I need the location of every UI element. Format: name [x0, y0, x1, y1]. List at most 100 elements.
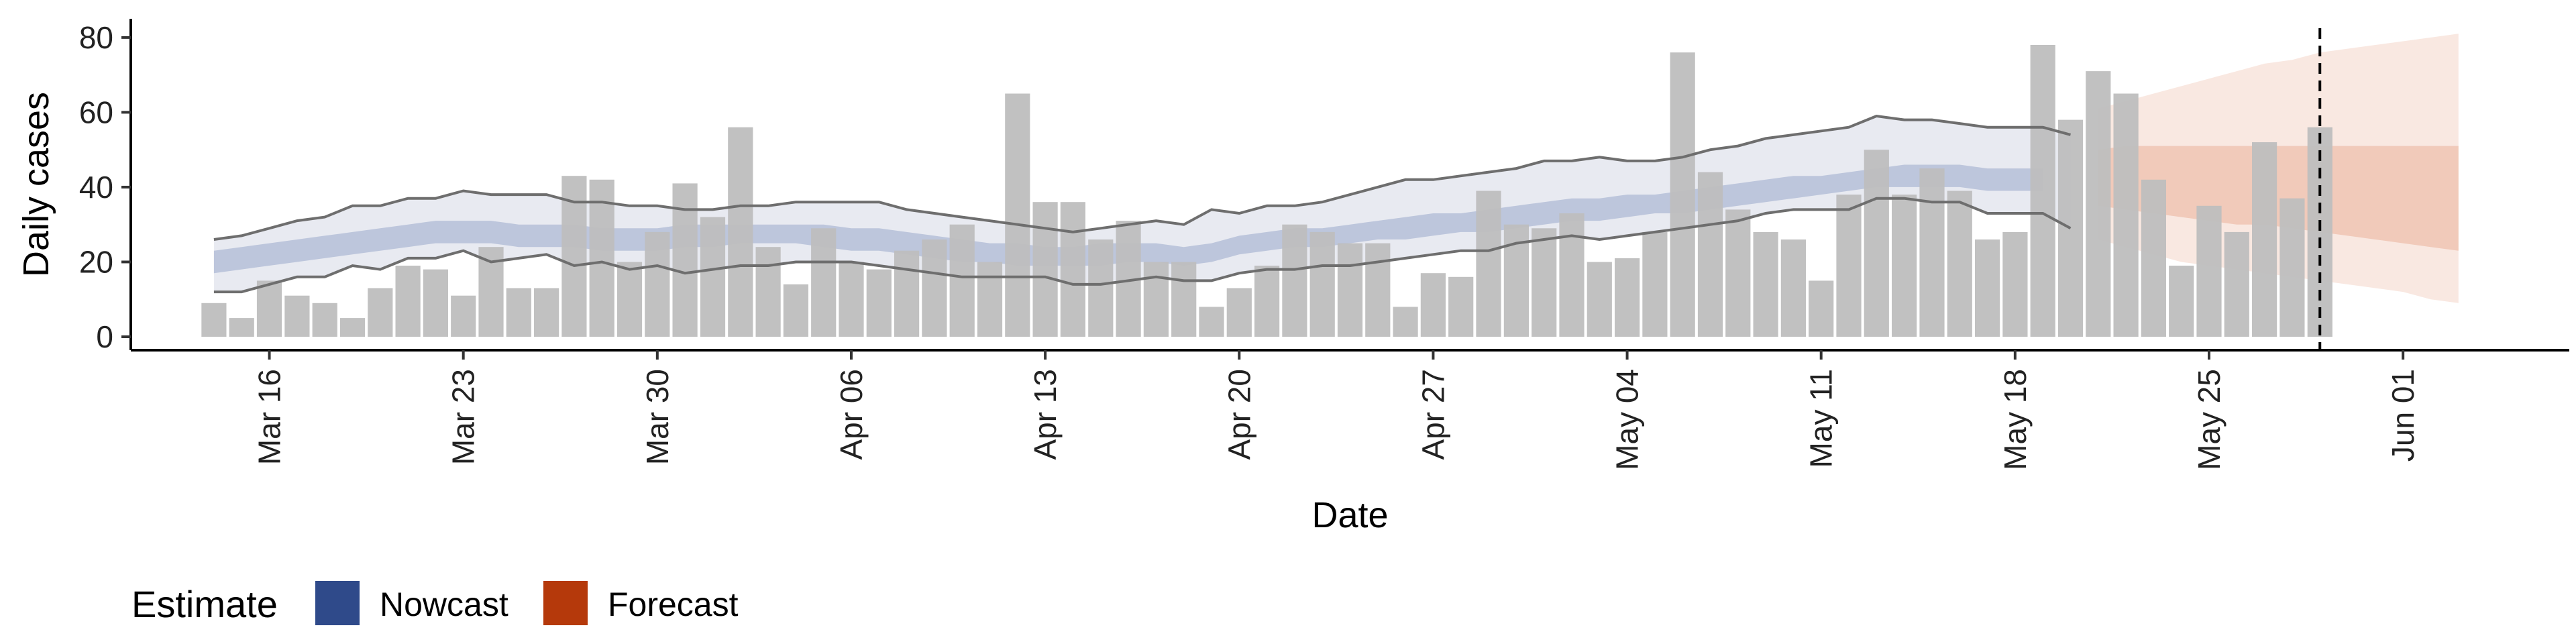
x-tick-label: Apr 27 — [1415, 369, 1450, 460]
case-bar — [1532, 228, 1557, 337]
x-tick-label: Apr 20 — [1222, 369, 1256, 460]
x-tick-label: May 25 — [2192, 369, 2226, 470]
case-bar — [1753, 231, 1778, 337]
case-bar — [783, 284, 808, 337]
axes: 0 20 40 60 80 Mar 16 Mar 23 Mar 30 Apr 06 Apr 13 A… — [79, 19, 2569, 470]
case-bar — [1780, 239, 1806, 337]
case-bar — [2196, 205, 2222, 337]
case-bar — [1836, 195, 1862, 337]
case-bar — [700, 217, 726, 337]
x-tick-label: Apr 13 — [1028, 369, 1063, 460]
case-bar — [368, 288, 393, 337]
case-bar — [1697, 172, 1723, 337]
x-tick-label: Jun 01 — [2385, 369, 2420, 462]
case-bar — [1975, 239, 2000, 337]
nowcast-bound-lines — [213, 114, 2072, 294]
case-bar — [949, 224, 975, 337]
case-bar — [2252, 142, 2277, 337]
case-bar — [2002, 231, 2028, 337]
case-bar — [616, 262, 643, 337]
case-bar — [451, 295, 476, 337]
case-bar — [1864, 150, 1889, 337]
case-bar — [1309, 231, 1335, 337]
case-bar — [728, 127, 753, 337]
case-bar — [922, 239, 947, 337]
case-bar — [1642, 231, 1668, 337]
case-bar — [1282, 224, 1307, 337]
x-tick-label: Apr 06 — [834, 369, 869, 460]
y-tick-label: 20 — [79, 244, 113, 279]
y-axis-title: Daily cases — [16, 92, 56, 277]
forecast-inner-band — [2098, 146, 2459, 251]
x-tick-label: Mar 16 — [252, 369, 287, 465]
case-bar — [1060, 202, 1085, 337]
case-bar — [1587, 262, 1612, 337]
case-bar — [1615, 258, 1640, 337]
case-bar — [1337, 243, 1363, 337]
case-bar — [1143, 262, 1169, 337]
case-bar — [2113, 93, 2139, 337]
case-bar — [672, 183, 698, 337]
case-bar — [2224, 231, 2249, 337]
y-tick-label: 60 — [79, 95, 113, 129]
case-bar — [1393, 307, 1418, 337]
x-tick-label: Mar 23 — [446, 369, 481, 465]
case-bar — [201, 303, 227, 337]
case-bar — [1892, 195, 1917, 337]
legend-swatch-forecast — [543, 581, 588, 625]
case-bar — [1919, 168, 1945, 337]
legend-swatch-nowcast — [315, 581, 360, 625]
case-bar — [1725, 209, 1751, 337]
nowcast-upper-bound-line — [213, 114, 2072, 241]
case-bar — [284, 295, 310, 337]
case-bar — [894, 250, 920, 337]
legend-title: Estimate — [131, 583, 278, 625]
case-bar — [1365, 243, 1391, 337]
case-bar — [589, 179, 614, 337]
case-bar — [1947, 191, 1972, 337]
case-bar — [1448, 276, 1474, 337]
case-bar — [866, 269, 892, 337]
case-bar — [755, 247, 781, 337]
case-bar — [1670, 52, 1695, 337]
legend-label-forecast: Forecast — [608, 586, 739, 623]
case-bar — [423, 269, 448, 337]
case-bar — [534, 288, 559, 337]
case-bars — [201, 45, 2332, 337]
x-tick-label: May 11 — [1804, 369, 1839, 468]
case-bar — [2307, 127, 2332, 337]
case-bar — [839, 262, 864, 337]
case-bar — [2169, 266, 2194, 337]
case-bar — [1032, 202, 1058, 337]
case-bar — [339, 318, 366, 337]
case-bar — [229, 318, 254, 337]
case-bar — [1005, 93, 1030, 337]
legend: Estimate Nowcast Forecast — [131, 581, 739, 625]
y-tick-label: 80 — [79, 20, 113, 55]
case-bar — [1476, 191, 1501, 337]
x-tick-label: Mar 30 — [640, 369, 675, 465]
case-bar — [1559, 213, 1585, 337]
y-tick-label: 0 — [96, 319, 113, 354]
case-bar — [312, 303, 337, 337]
case-bar — [977, 262, 1003, 337]
nowcast-inner-band — [213, 164, 2043, 274]
case-bar — [2279, 198, 2305, 337]
legend-label-nowcast: Nowcast — [380, 586, 508, 623]
case-bar — [1171, 262, 1197, 337]
y-tick-label: 40 — [79, 170, 113, 205]
case-bar — [2086, 71, 2111, 337]
case-bar — [645, 231, 670, 337]
case-bar — [1199, 307, 1224, 337]
case-bar — [2030, 45, 2055, 337]
case-bar — [1809, 280, 1834, 337]
x-tick-label: May 04 — [1610, 369, 1645, 470]
case-bar — [395, 266, 421, 337]
nowcast-lower-bound-line — [213, 197, 2072, 294]
case-bar — [506, 288, 531, 337]
case-bar — [1420, 273, 1446, 337]
case-bar — [1254, 266, 1280, 337]
case-bar — [811, 228, 837, 337]
case-bar — [1226, 288, 1252, 337]
